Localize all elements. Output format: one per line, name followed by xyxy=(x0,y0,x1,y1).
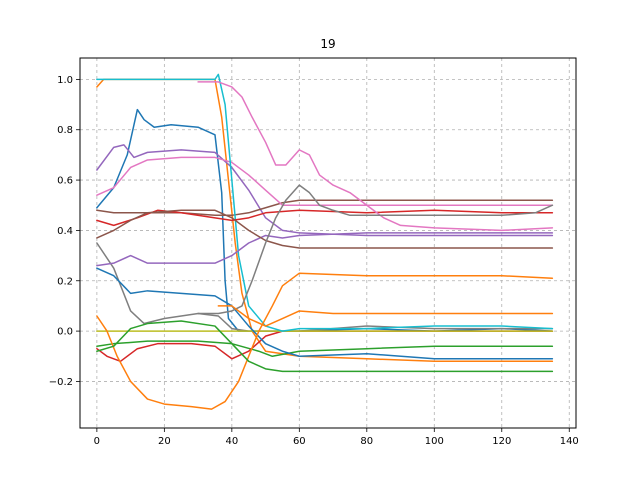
y-tick-label: 0.2 xyxy=(57,276,73,287)
x-tick-label: 100 xyxy=(425,436,444,447)
series-line-s19 xyxy=(217,305,554,327)
series-line-s8 xyxy=(96,242,554,332)
x-tick-label: 40 xyxy=(225,436,238,447)
axes-frame xyxy=(79,57,577,429)
y-tick-label: −0.2 xyxy=(49,377,73,388)
y-axis: −0.2 0.0 0.2 0.4 0.6 0.8 1.0 xyxy=(49,75,80,388)
series-line-s16 xyxy=(96,209,554,249)
series-line-s3 xyxy=(96,340,554,358)
y-tick-label: 0.6 xyxy=(57,176,73,187)
series-line-s4 xyxy=(96,330,554,363)
x-axis: 0 20 40 60 80 100 120 140 xyxy=(94,428,579,447)
chart-title: 19 xyxy=(320,37,335,51)
series-line-s5 xyxy=(96,144,554,237)
y-tick-label: 0.8 xyxy=(57,125,73,136)
series-line-s18 xyxy=(197,184,554,315)
y-tick-label: 0.0 xyxy=(57,327,73,338)
y-tick-label: 0.4 xyxy=(57,226,73,237)
series-line-s7 xyxy=(96,156,554,206)
series-group xyxy=(96,73,554,410)
y-tick-label: 1.0 xyxy=(57,75,73,86)
series-line-s2 xyxy=(96,78,554,363)
series-line-s13 xyxy=(96,320,554,373)
series-line-s17 xyxy=(197,81,554,232)
x-tick-label: 140 xyxy=(560,436,579,447)
series-line-s1 xyxy=(96,108,554,332)
x-tick-label: 120 xyxy=(492,436,511,447)
x-tick-label: 80 xyxy=(360,436,373,447)
series-line-s11 xyxy=(96,267,554,360)
x-tick-label: 0 xyxy=(94,436,100,447)
x-tick-label: 20 xyxy=(158,436,171,447)
series-line-s12 xyxy=(96,272,554,410)
x-tick-label: 60 xyxy=(293,436,306,447)
series-line-s15 xyxy=(96,232,554,267)
series-line-s10 xyxy=(96,73,554,332)
